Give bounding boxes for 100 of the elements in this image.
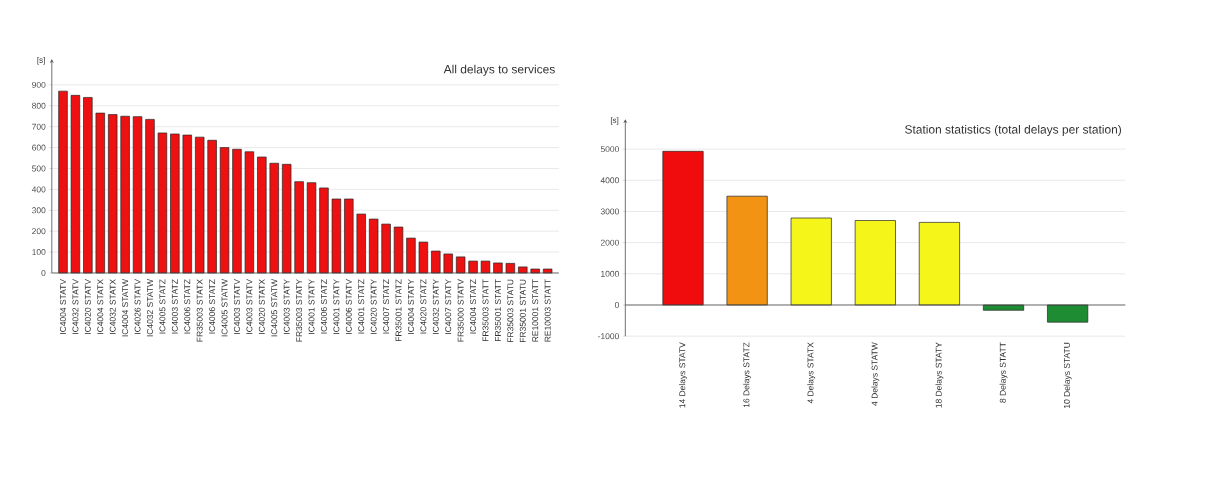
x-tick-label: IC4004 STATW	[122, 279, 129, 337]
y-tick-label: 800	[32, 102, 46, 109]
x-tick-label: IC4004 STATY	[407, 279, 414, 334]
bar	[58, 90, 68, 274]
bar	[194, 136, 205, 274]
x-tick-label: IC4020 STATV	[84, 279, 91, 334]
bar	[344, 198, 354, 274]
bar	[854, 220, 896, 306]
x-tick-label: IC4006 STATZ	[209, 279, 216, 334]
x-tick-label: IC4006 STATZ	[184, 279, 191, 334]
x-tick-label: IC4003 STATV	[246, 279, 253, 334]
bar	[108, 114, 118, 274]
bar	[244, 151, 255, 274]
bar	[319, 187, 329, 274]
y-tick-label: 400	[31, 186, 46, 193]
bar	[95, 112, 105, 274]
y-tick-label: 2000	[600, 239, 619, 246]
bar	[918, 222, 960, 306]
bar	[170, 133, 180, 274]
bar	[207, 139, 217, 274]
bar	[790, 217, 832, 306]
x-tick-label: IC4003 STATY	[283, 279, 290, 334]
y-tick-label: 900	[32, 81, 46, 88]
y-tick-label: 4000	[600, 177, 619, 184]
x-tick-label: IC4032 STATY	[432, 279, 439, 334]
bar	[468, 260, 478, 274]
x-tick-label: FR35000 STATV	[457, 279, 464, 342]
chart-title: All delays to services	[443, 64, 555, 76]
x-tick-label: IC4003 STATV	[233, 279, 240, 334]
bar	[331, 198, 342, 274]
bar	[493, 262, 503, 274]
x-tick-label: IC4005 STATZ	[159, 279, 166, 334]
x-tick-label: IC4020 STATZ	[420, 279, 427, 334]
x-tick-label: 16 Delays STATZ	[743, 342, 752, 408]
bar	[157, 132, 168, 274]
x-tick-label: IC4001 STATY	[333, 279, 340, 334]
y-tick-label: 600	[32, 144, 46, 151]
x-tick-label: IC4006 STATV	[345, 279, 352, 334]
bar	[505, 263, 516, 274]
x-tick-label: FR35003 STATT	[482, 279, 489, 342]
x-tick-label: IC4032 STATX	[109, 279, 116, 334]
y-tick-label: 0	[41, 270, 46, 276]
x-tick-label: IC4004 STATV	[60, 279, 66, 334]
x-tick-label: FR35003 STATX	[196, 279, 203, 342]
bar	[232, 148, 242, 274]
x-tick-label: 4 Delays STATW	[871, 342, 880, 406]
bar	[120, 115, 130, 274]
x-tick-label: IC4006 STATZ	[320, 279, 327, 334]
y-tick-label: 200	[32, 228, 46, 235]
bar	[443, 253, 453, 274]
y-tick-label: 1000	[601, 270, 619, 277]
y-tick-label: 700	[32, 123, 46, 130]
bar	[182, 134, 192, 274]
bar	[431, 250, 441, 274]
y-tick-label: 100	[32, 249, 46, 256]
x-tick-label: FR35003 STATU	[507, 279, 514, 343]
bar	[455, 256, 466, 274]
x-tick-label: FR35003 STATY	[296, 279, 303, 342]
x-tick-label: FR35001 STATZ	[395, 279, 402, 342]
bar	[542, 268, 553, 274]
x-tick-label: IC4007 STATZ	[383, 279, 390, 334]
y-tick-label: 3000	[600, 208, 619, 215]
bar	[83, 97, 93, 274]
x-tick-label: FR35001 STATT	[494, 279, 501, 342]
bar	[294, 181, 304, 274]
x-tick-label: IC4007 STATY	[445, 279, 452, 334]
x-tick-label: IC4020 STATY	[370, 279, 377, 334]
bar	[219, 147, 230, 274]
x-tick-label: IC4026 STATV	[134, 279, 141, 334]
y-tick-label: 0	[614, 302, 619, 308]
bar	[393, 226, 404, 274]
x-tick-label: IC4032 STATV	[72, 279, 79, 334]
bar	[306, 182, 317, 274]
y-tick-label: 300	[32, 207, 46, 214]
x-tick-label: IC4004 STATX	[97, 279, 104, 334]
y-tick-label: 500	[32, 165, 46, 172]
x-tick-label: IC4003 STATZ	[171, 279, 178, 334]
x-tick-label: IC4001 STATZ	[358, 279, 365, 334]
bar	[70, 95, 81, 274]
bar	[381, 223, 391, 274]
bar	[518, 266, 528, 274]
x-tick-label: IC4005 STATW	[221, 279, 228, 337]
x-tick-label: RE10003 STATT	[544, 279, 551, 342]
bar	[356, 213, 366, 274]
bar	[530, 268, 540, 274]
bar	[406, 237, 416, 274]
bar	[132, 116, 143, 274]
x-tick-label: FR35001 STATU	[519, 279, 526, 343]
bar	[145, 119, 155, 274]
bar	[1047, 304, 1089, 323]
bar	[480, 260, 491, 274]
bar	[368, 218, 379, 274]
bar	[281, 163, 292, 274]
bar	[662, 150, 704, 306]
y-tick-label: 5000	[600, 146, 619, 153]
x-tick-label: IC4001 STATY	[308, 279, 315, 334]
x-tick-label: RE10001 STATT	[532, 279, 539, 342]
bar	[726, 195, 768, 306]
x-tick-label: IC4005 STATW	[271, 279, 278, 337]
bar	[269, 162, 279, 274]
